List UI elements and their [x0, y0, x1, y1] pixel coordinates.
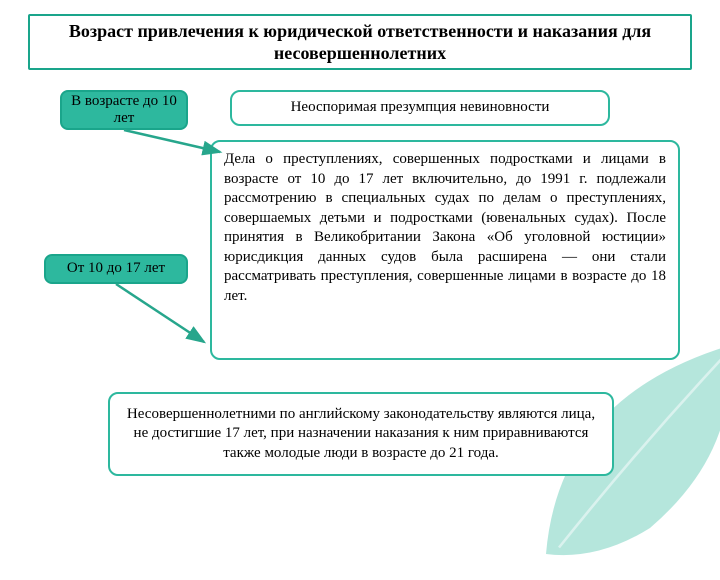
desc-minors-definition: Несовершеннолетними по английскому закон… — [108, 392, 614, 476]
age-box-10-17: От 10 до 17 лет — [44, 254, 188, 284]
arrow-line-1 — [124, 130, 220, 152]
arrow-line-2 — [116, 284, 204, 342]
desc-presumption: Неоспоримая презумпция невиновности — [230, 90, 610, 126]
age-box-under-10: В возрасте до 10 лет — [60, 90, 188, 130]
desc-juvenile-courts: Дела о преступлениях, совершенных подрос… — [210, 140, 680, 360]
page-title: Возраст привлечения к юридической ответс… — [28, 14, 692, 70]
